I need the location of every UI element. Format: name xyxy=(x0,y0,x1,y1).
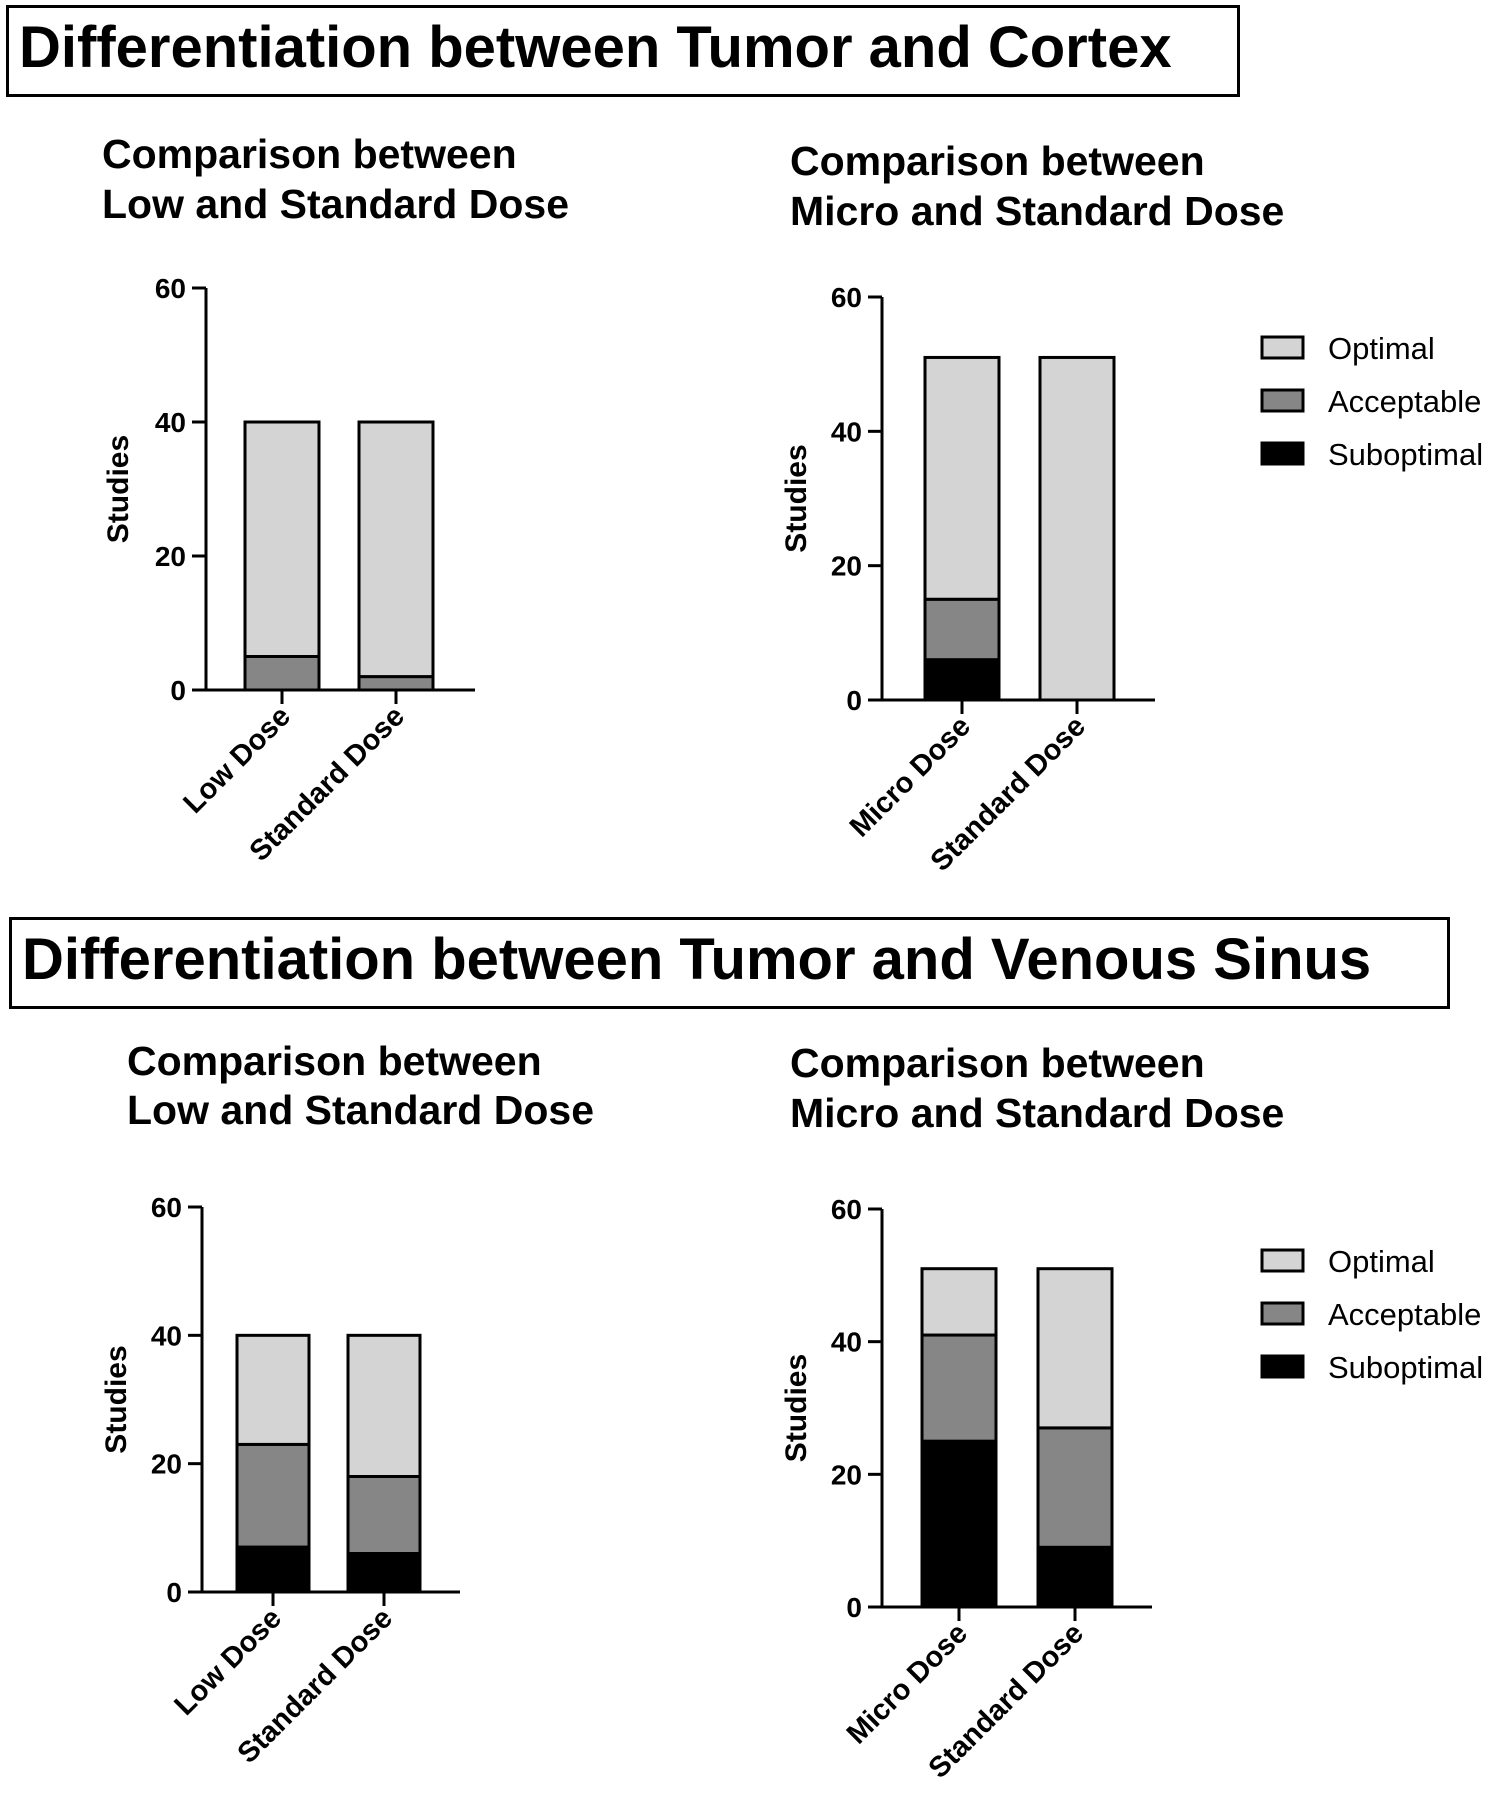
y-tick-label: 0 xyxy=(170,675,186,706)
y-tick-label: 20 xyxy=(155,541,186,572)
bar-suboptimal-1 xyxy=(920,1439,998,1609)
chart-title-line: Low and Standard Dose xyxy=(102,181,569,227)
bar-acceptable-2 xyxy=(346,1475,422,1555)
legend-label-optimal: Optimal xyxy=(1328,1244,1435,1279)
bar-acceptable-2 xyxy=(357,675,435,692)
x-category-label: Low Dose xyxy=(177,700,296,819)
y-tick-label: 0 xyxy=(166,1577,182,1608)
bar-optimal-1 xyxy=(235,1333,311,1446)
chart-title-line: Comparison between xyxy=(127,1038,542,1084)
y-axis-label: Studies xyxy=(102,435,135,543)
chart-title-line: Low and Standard Dose xyxy=(127,1087,594,1133)
bar-optimal-2 xyxy=(1036,1267,1114,1430)
y-tick-label: 20 xyxy=(831,1459,862,1490)
chart-legend: Optimal Acceptable Suboptimal xyxy=(1260,331,1483,472)
y-tick-label: 20 xyxy=(151,1449,182,1480)
legend-swatch-optimal xyxy=(1260,335,1305,360)
bar-suboptimal-1 xyxy=(235,1545,311,1594)
y-tick-label: 40 xyxy=(151,1320,182,1351)
y-tick-label: 0 xyxy=(846,685,862,716)
bar-optimal-2 xyxy=(346,1333,422,1479)
y-axis-label: Studies xyxy=(100,1345,133,1453)
y-tick-label: 60 xyxy=(151,1192,182,1223)
bar-suboptimal-2 xyxy=(1036,1545,1114,1609)
bar-optimal-2 xyxy=(357,420,435,679)
y-tick-label: 60 xyxy=(831,1194,862,1225)
y-axis-label: Studies xyxy=(780,1354,813,1462)
legend-swatch-acceptable xyxy=(1260,1301,1305,1326)
y-tick-label: 40 xyxy=(831,1327,862,1358)
bar-acceptable-1 xyxy=(920,1333,998,1443)
bar-optimal-1 xyxy=(920,1267,998,1337)
y-tick-label: 60 xyxy=(831,282,862,313)
legend-swatch-suboptimal xyxy=(1260,1354,1305,1379)
chart-legend: Optimal Acceptable Suboptimal xyxy=(1260,1244,1483,1385)
bar-acceptable-1 xyxy=(235,1442,311,1549)
chart-title-line: Micro and Standard Dose xyxy=(790,1090,1284,1136)
bar-optimal-1 xyxy=(243,420,321,658)
bar-suboptimal-2 xyxy=(346,1552,422,1594)
y-tick-label: 40 xyxy=(831,416,862,447)
y-axis-label: Studies xyxy=(780,444,813,552)
chart-title-line: Micro and Standard Dose xyxy=(790,188,1284,234)
bar-acceptable-2 xyxy=(1036,1426,1114,1549)
legend-label-optimal: Optimal xyxy=(1328,331,1435,366)
chart-title-line: Comparison between xyxy=(102,131,517,177)
legend-label-acceptable: Acceptable xyxy=(1328,1297,1481,1332)
y-tick-label: 60 xyxy=(155,273,186,304)
legend-swatch-acceptable xyxy=(1260,388,1305,413)
chart-title-line: Comparison between xyxy=(790,138,1205,184)
section-title-cortex: Differentiation between Tumor and Cortex xyxy=(6,5,1240,97)
legend-label-suboptimal: Suboptimal xyxy=(1328,1350,1483,1385)
legend-swatch-optimal xyxy=(1260,1248,1305,1273)
section-title-venous-sinus: Differentiation between Tumor and Venous… xyxy=(9,917,1450,1009)
bar-acceptable-1 xyxy=(243,655,321,692)
y-tick-label: 0 xyxy=(846,1592,862,1623)
bar-acceptable-1 xyxy=(923,597,1001,662)
bar-suboptimal-1 xyxy=(923,658,1001,702)
x-category-label: Low Dose xyxy=(168,1602,287,1721)
legend-label-suboptimal: Suboptimal xyxy=(1328,437,1483,472)
y-tick-label: 20 xyxy=(831,551,862,582)
chart-title-line: Comparison between xyxy=(790,1040,1205,1086)
bar-optimal-1 xyxy=(923,355,1001,601)
y-tick-label: 40 xyxy=(155,407,186,438)
legend-swatch-suboptimal xyxy=(1260,441,1305,466)
bar-optimal-2 xyxy=(1038,355,1116,702)
legend-label-acceptable: Acceptable xyxy=(1328,384,1481,419)
